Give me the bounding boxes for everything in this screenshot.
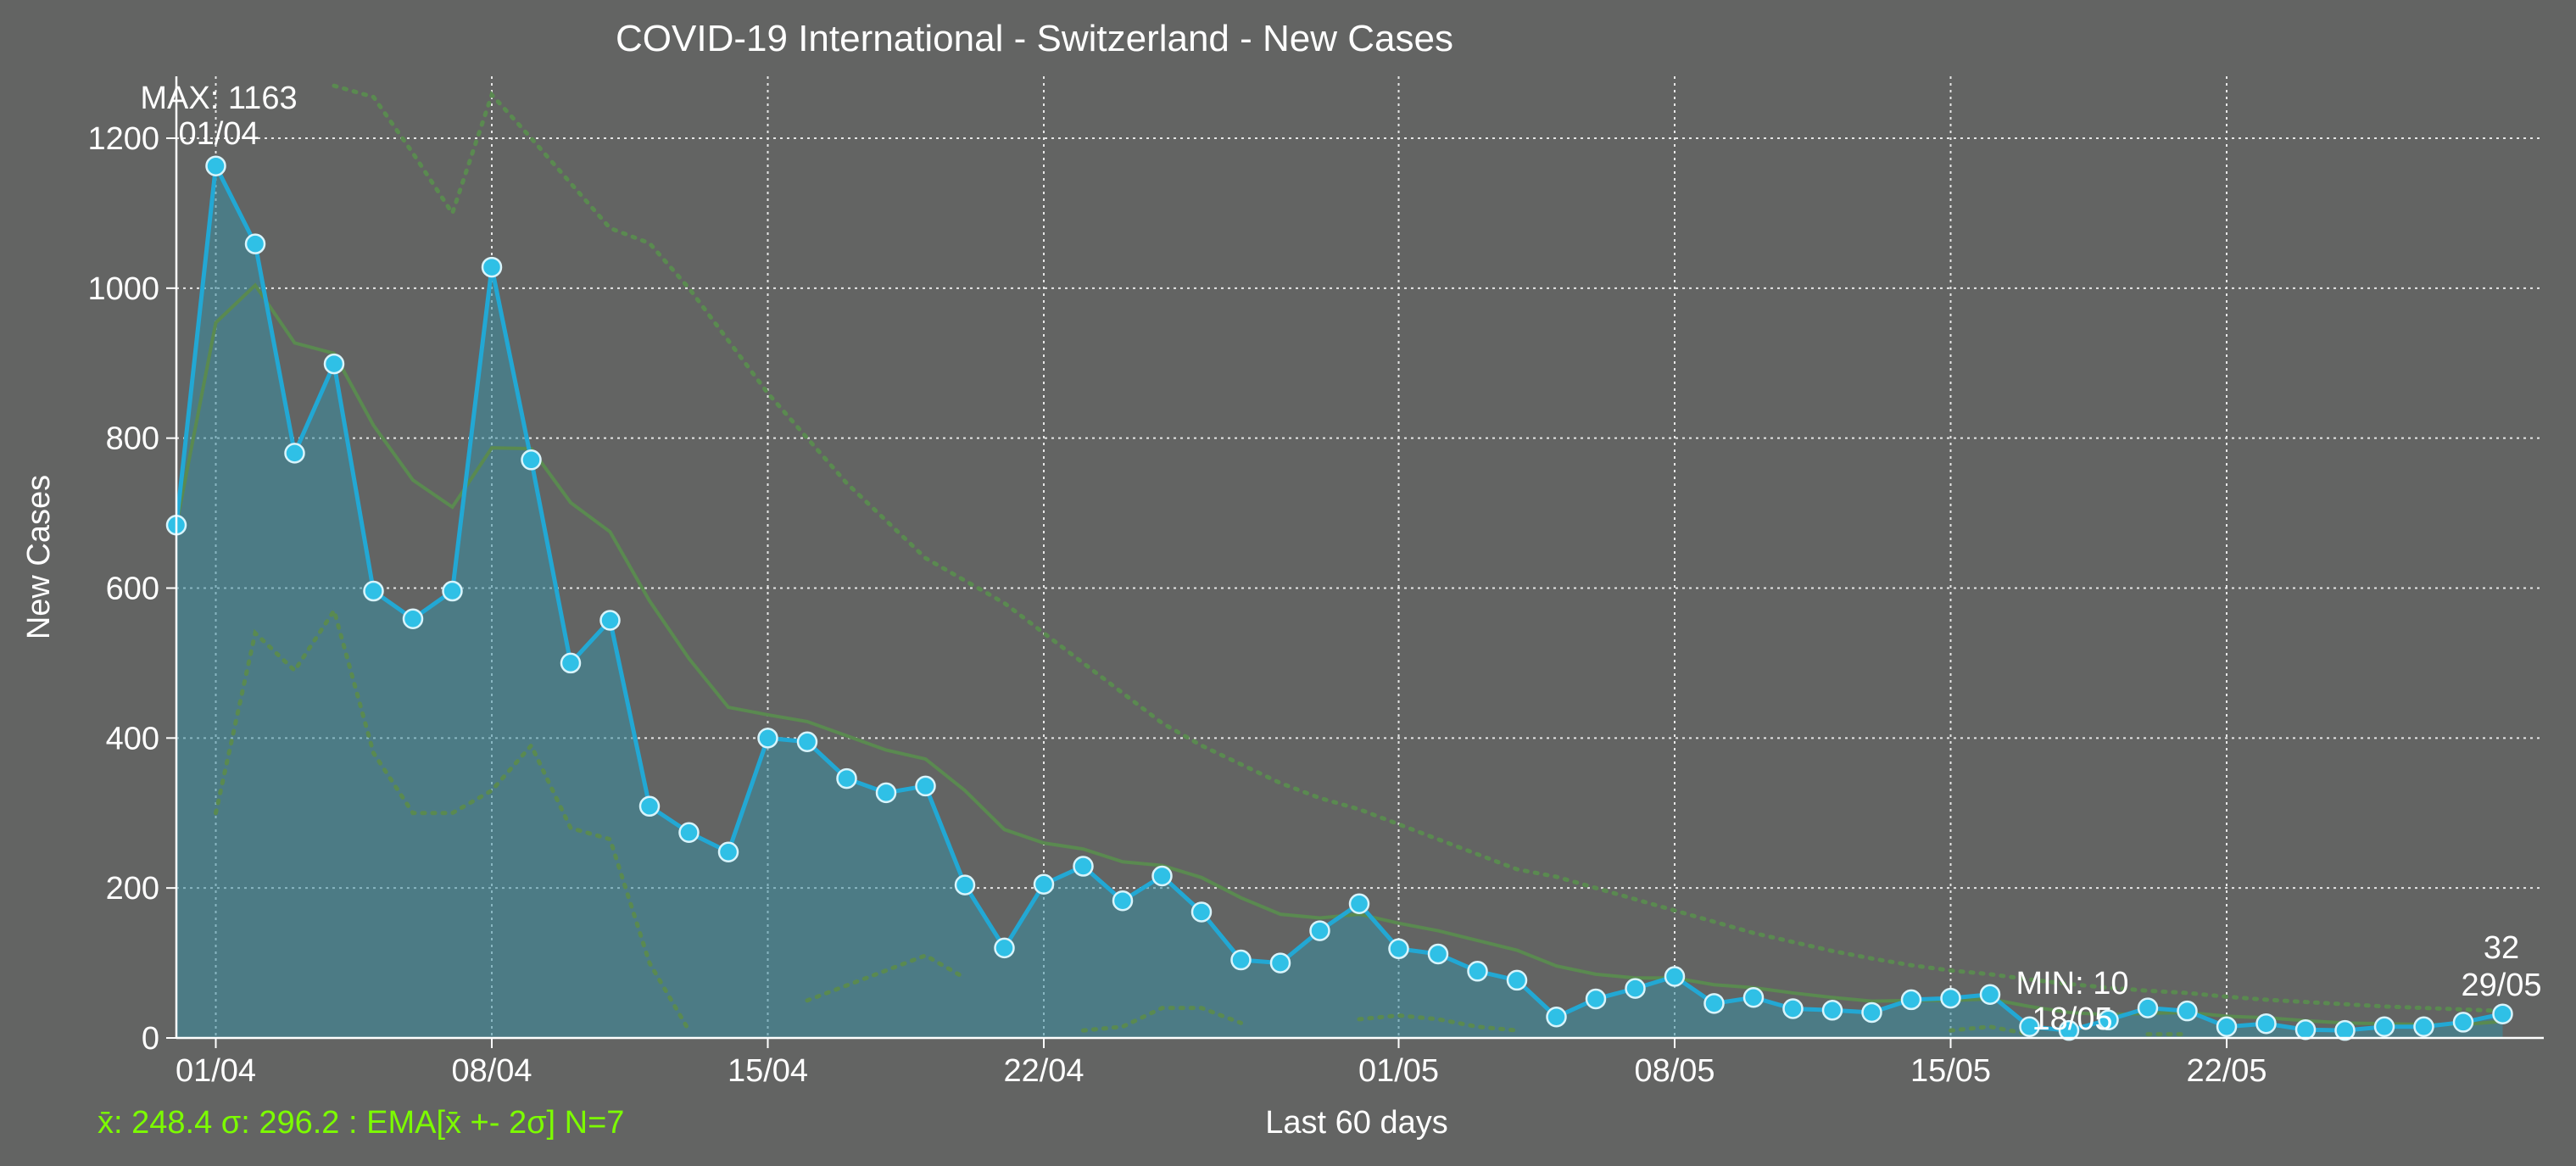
data-point <box>2452 1012 2474 1033</box>
last-date-annotation: 29/05 <box>2461 968 2541 1003</box>
data-point <box>678 822 700 843</box>
y-tick-label: 400 <box>106 721 159 756</box>
data-point <box>521 449 542 471</box>
x-tick-label: 01/04 <box>176 1053 256 1089</box>
data-point <box>442 580 463 602</box>
data-point <box>1900 989 1922 1011</box>
y-tick-label: 1000 <box>87 271 159 307</box>
data-point <box>2216 1016 2238 1037</box>
y-tick-label: 800 <box>106 421 159 457</box>
area-fill-path <box>176 165 2503 1039</box>
y-axis-label: New Cases <box>21 475 57 639</box>
upper-band-line <box>332 83 2505 1013</box>
data-point <box>1033 873 1055 895</box>
data-point <box>1664 966 1686 987</box>
data-point <box>2294 1019 2317 1040</box>
data-point <box>1112 890 1134 912</box>
data-point <box>284 443 305 464</box>
axes <box>175 76 2544 1040</box>
data-point <box>2177 1000 2198 1022</box>
data-point <box>954 874 976 895</box>
data-point <box>1348 893 1370 914</box>
y-tick-label: 1200 <box>87 121 159 157</box>
data-point <box>915 775 936 797</box>
data-point <box>1506 969 1528 991</box>
data-point <box>1861 1001 1882 1024</box>
data-point <box>1821 1000 1843 1021</box>
data-point <box>2255 1013 2277 1035</box>
data-point <box>757 728 778 749</box>
data-point <box>1427 943 1449 965</box>
data-point <box>1742 987 1765 1008</box>
data-point <box>1388 938 1409 960</box>
data-point <box>1782 998 1804 1019</box>
data-point <box>1940 987 1961 1009</box>
data-point <box>2058 1019 2080 1041</box>
data-point <box>1073 856 1094 877</box>
data-point <box>1467 961 1488 982</box>
data-point <box>2334 1019 2356 1041</box>
data-point <box>363 580 384 602</box>
chart-title: COVID-19 International - Switzerland - N… <box>616 18 1453 59</box>
data-point <box>1190 901 1213 923</box>
ticks: 0 200 400 600 800 1000 1200 01/04 08/04 15/04 22/0… <box>87 121 2267 1089</box>
data-point <box>717 841 739 862</box>
data-point <box>1546 1006 1567 1028</box>
data-point <box>599 610 621 631</box>
x-tick-label: 15/04 <box>728 1053 808 1089</box>
data-point <box>2019 1016 2040 1037</box>
data-point <box>244 233 266 254</box>
data-point <box>836 767 857 789</box>
data-point <box>1585 988 1607 1010</box>
x-tick-label: 15/05 <box>1910 1053 1991 1089</box>
y-tick-label: 600 <box>106 572 159 607</box>
area-fill <box>176 165 2503 1039</box>
data-point <box>323 353 345 375</box>
data-point <box>875 782 897 804</box>
data-point <box>2098 1009 2119 1031</box>
max-value-annotation: MAX: 1163 <box>140 81 297 116</box>
data-point <box>560 652 582 674</box>
lower-band-line <box>214 605 2189 1037</box>
data-point <box>205 155 226 176</box>
min-value-annotation: MIN: 10 <box>2016 966 2128 1001</box>
y-tick-label: 200 <box>106 871 159 907</box>
data-point <box>402 608 424 630</box>
last-value-annotation: 32 <box>2484 930 2519 966</box>
stats-summary: x̄: 248.4 σ: 296.2 : EMA[x̄ +- 2σ] N=7 <box>98 1105 624 1141</box>
data-point <box>994 937 1015 959</box>
data-point <box>1625 978 1646 999</box>
data-point <box>1703 993 1725 1014</box>
data-point <box>2413 1016 2434 1037</box>
data-point <box>796 731 818 753</box>
min-date-annotation: 18/05 <box>2032 1001 2112 1037</box>
data-point <box>2492 1003 2513 1024</box>
x-tick-label: 22/05 <box>2186 1053 2267 1089</box>
data-point <box>1979 984 2001 1005</box>
data-point <box>1151 865 1173 887</box>
data-point <box>1309 920 1330 941</box>
data-point <box>481 256 503 278</box>
x-axis-label: Last 60 days <box>1265 1105 1447 1141</box>
x-tick-label: 08/04 <box>451 1053 532 1089</box>
x-tick-label: 01/05 <box>1358 1053 1439 1089</box>
y-tick-label: 0 <box>142 1021 159 1057</box>
x-tick-label: 08/05 <box>1634 1053 1715 1089</box>
data-point <box>1230 949 1252 971</box>
data-point <box>2373 1016 2395 1037</box>
data-point <box>638 795 661 817</box>
x-tick-label: 22/04 <box>1003 1053 1084 1089</box>
data-point <box>1269 952 1291 974</box>
data-point <box>2137 997 2159 1018</box>
max-date-annotation: 01/04 <box>178 116 259 152</box>
